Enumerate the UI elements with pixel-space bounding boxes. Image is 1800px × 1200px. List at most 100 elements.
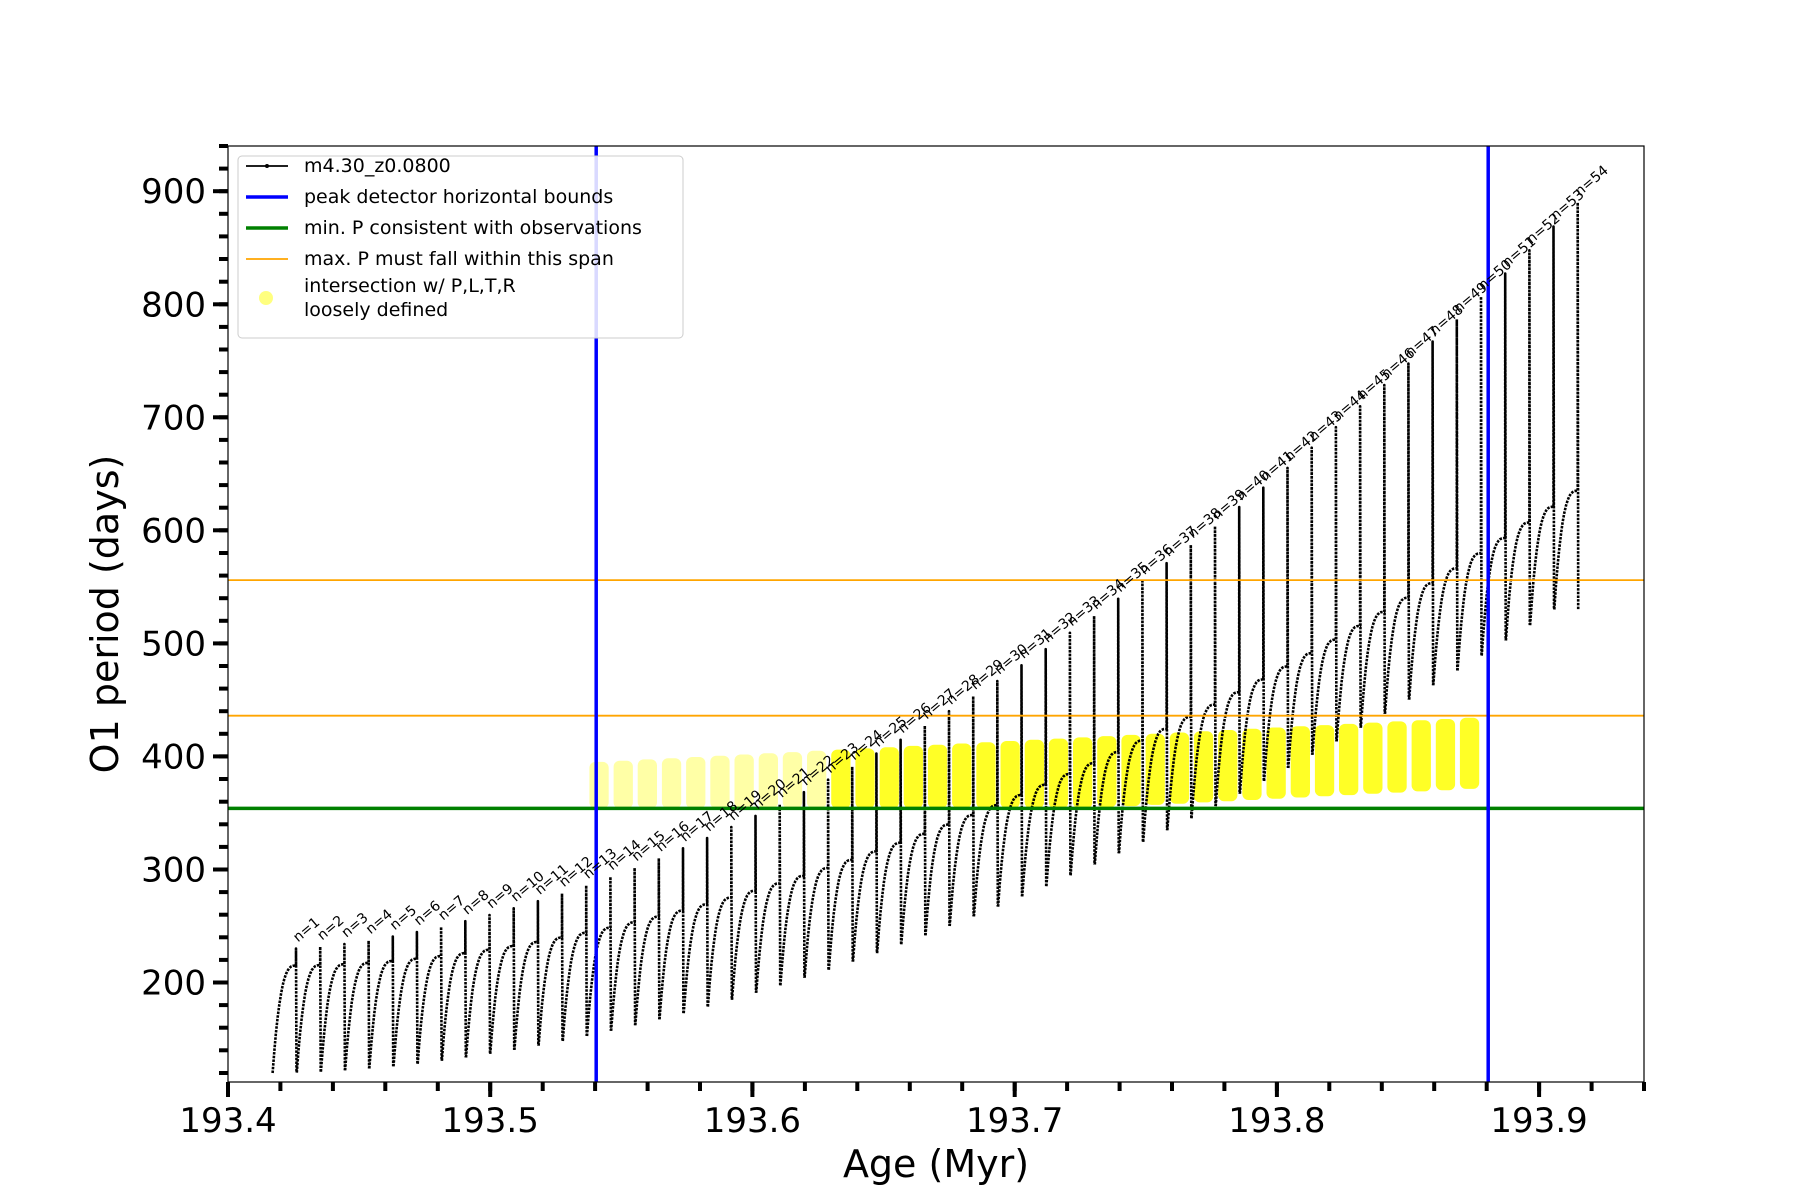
highlight-region	[952, 743, 972, 809]
y-tick-label: 800	[141, 285, 206, 325]
highlight-region	[710, 755, 730, 809]
series-pulse	[1045, 631, 1072, 887]
y-tick-label: 700	[141, 398, 206, 438]
x-tick-label: 193.7	[966, 1101, 1063, 1141]
highlight-region	[1314, 725, 1335, 797]
legend-label: max. P must fall within this span	[304, 248, 614, 270]
series-pulse	[1456, 295, 1483, 671]
highlight-region	[831, 749, 851, 809]
series-pulse	[392, 930, 419, 1067]
y-tick-label: 200	[141, 964, 206, 1004]
series-pulse	[706, 825, 734, 1007]
series-pulse	[827, 765, 854, 970]
series-pulse	[1238, 486, 1266, 794]
highlight-region	[686, 757, 706, 809]
highlight-region	[1290, 726, 1310, 798]
series-pulse	[271, 947, 298, 1074]
series-pulse	[1093, 597, 1120, 865]
highlight-region	[1459, 717, 1480, 789]
x-tick-label: 193.5	[442, 1101, 539, 1141]
x-tick-label: 193.9	[1490, 1101, 1587, 1141]
legend-label: intersection w/ P,L,T,R	[304, 275, 516, 297]
highlight-region	[1073, 737, 1093, 809]
series-pulse	[464, 913, 492, 1058]
legend-box	[237, 155, 684, 339]
highlight-region	[1218, 730, 1238, 802]
series-pulse	[1432, 318, 1459, 686]
pulse-label: n=54	[1572, 163, 1612, 200]
series-pulse	[1335, 405, 1362, 742]
series-pulse	[803, 778, 830, 978]
series-pulse	[561, 884, 588, 1042]
series-pulse	[1287, 446, 1314, 769]
series-pulse	[1528, 225, 1556, 626]
series-pulse	[1214, 505, 1241, 807]
series-pulse	[658, 847, 685, 1020]
plot-frame	[227, 145, 1645, 1083]
series-pulse	[1311, 425, 1338, 755]
series-pulse	[1190, 524, 1217, 819]
series-pulse	[295, 945, 322, 1073]
y-tick-label: 900	[141, 172, 206, 212]
highlight-region	[589, 761, 609, 809]
highlight-region	[1435, 719, 1456, 791]
series-pulse	[1166, 543, 1193, 831]
y-tick-label: 400	[141, 737, 206, 777]
series-pulse	[416, 925, 443, 1064]
highlight-region	[1193, 731, 1214, 803]
series-pulse	[368, 935, 395, 1069]
x-axis-ticks: 193.4 193.5 193.6 193.7 193.8 193.9	[179, 1082, 1646, 1141]
highlight-region	[1121, 734, 1141, 807]
series-pulse	[1069, 614, 1096, 876]
series-pulse	[779, 790, 806, 986]
y-axis-label: O1 period (days)	[83, 455, 127, 774]
legend-label: peak detector horizontal bounds	[304, 186, 613, 208]
highlight-region	[1387, 721, 1407, 793]
vertical-lines-layer	[594, 146, 1490, 1082]
highlight-region	[807, 750, 827, 809]
series-pulse	[996, 664, 1024, 907]
y-axis-ticks: 200 300 400 500 600 700 800 900	[141, 144, 228, 1075]
highlight-region	[758, 753, 778, 809]
y-tick-label: 600	[141, 511, 206, 551]
series-pulse	[513, 899, 540, 1051]
highlight-layer	[589, 717, 1480, 809]
highlight-region	[879, 747, 899, 809]
highlight-region	[782, 752, 803, 809]
series-pulse	[488, 907, 516, 1055]
highlight-region	[976, 742, 996, 809]
highlight-region	[637, 759, 657, 809]
legend-swatch-marker	[265, 164, 269, 168]
highlight-region	[855, 748, 875, 809]
series-pulse	[948, 695, 975, 927]
highlight-region	[1339, 723, 1359, 796]
series-pulse	[1553, 201, 1580, 610]
series-pulse	[585, 875, 613, 1037]
highlight-region	[1024, 739, 1044, 809]
legend-label: min. P consistent with observations	[304, 217, 642, 239]
highlight-region	[661, 758, 682, 809]
highlight-region	[1363, 722, 1383, 794]
highlight-region	[1266, 727, 1286, 799]
series-pulse	[343, 939, 371, 1071]
legend-label: loosely defined	[304, 299, 448, 321]
series-pulse	[1383, 362, 1411, 714]
series-pulse	[1141, 561, 1169, 842]
highlight-region	[734, 754, 754, 809]
x-tick-label: 193.8	[1228, 1101, 1325, 1141]
series-pulse	[972, 679, 1000, 917]
highlight-region	[613, 760, 633, 809]
series-pulse	[1262, 466, 1290, 782]
series-pulse	[851, 752, 879, 962]
highlight-region	[1000, 741, 1020, 809]
series-pulse	[900, 724, 927, 945]
highlight-region	[1048, 738, 1069, 809]
series-pulse	[730, 814, 758, 1000]
x-tick-label: 193.4	[179, 1101, 276, 1141]
highlight-region	[1411, 720, 1431, 792]
series-pulse	[1504, 249, 1532, 641]
series-layer	[271, 201, 1580, 1074]
series-pulse	[1407, 340, 1435, 700]
